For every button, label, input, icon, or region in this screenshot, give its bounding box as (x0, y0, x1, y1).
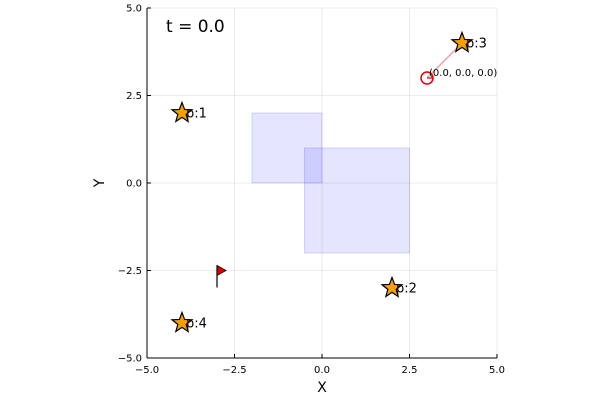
star-marker (170, 310, 194, 333)
ticks: −5.0 −2.5 0.0 2.5 5.0 −5.0 −2.5 0.0 2.5 5.0 (118, 4, 505, 377)
flag-marker (216, 264, 227, 277)
x-axis-label: X (317, 380, 327, 396)
y-tick-label: 0.0 (126, 179, 142, 190)
x-tick-label: 0.0 (314, 365, 330, 376)
point-label: p:2 (396, 282, 417, 297)
agent-state-label: (0.0, 0.0, 0.0) (429, 68, 497, 79)
labels: p:1 p:2 p:3 p:4 (0.0, 0.0, 0.0) (186, 37, 497, 332)
y-tick-label: −5.0 (118, 354, 142, 365)
star-marker (450, 30, 474, 53)
point-label: p:1 (186, 107, 207, 122)
y-tick-label: 2.5 (126, 91, 142, 102)
x-tick-label: −5.0 (135, 365, 159, 376)
star-marker (170, 100, 194, 123)
obstacle-rect (251, 112, 323, 184)
x-tick-label: −2.5 (222, 365, 246, 376)
x-tick-label: 5.0 (489, 365, 505, 376)
obstacles (251, 112, 410, 254)
star-marker (380, 275, 404, 298)
y-tick-label: 5.0 (126, 4, 142, 15)
obstacle-rect (304, 147, 410, 254)
point-label: p:4 (186, 317, 207, 332)
markers (170, 30, 474, 333)
time-label: t = 0.0 (166, 17, 225, 37)
x-tick-label: 2.5 (402, 365, 418, 376)
point-label: p:3 (466, 37, 487, 52)
y-tick-label: −2.5 (118, 266, 142, 277)
y-axis-label: Y (92, 178, 108, 188)
